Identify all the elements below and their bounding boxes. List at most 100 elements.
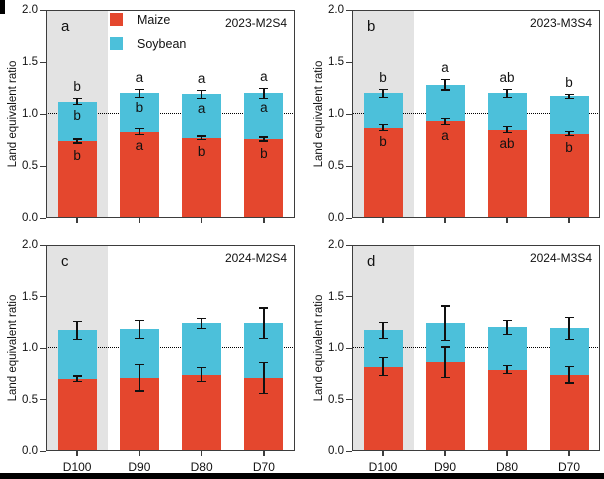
sig-letter: a [135,69,144,85]
y-tick-label: 1.5 [22,56,38,68]
maize-error-bar [382,124,384,131]
sig-letter: b [197,144,206,160]
soybean-bar [363,93,403,128]
maize-error-bar [138,128,141,135]
reference-line [352,113,600,114]
sig-letter: a [260,68,268,84]
maize-error-bar [568,131,570,136]
maize-error-bar-cap [378,129,388,132]
maize-error-bar-cap [378,123,388,126]
x-tick-label: D100 [368,460,398,474]
y-tick-label: 0.0 [328,445,344,457]
maize-error-bar-cap [197,135,207,137]
total-error-bar-cap [564,97,574,99]
y-tick-label: 1.5 [22,290,38,303]
y-tick-label: 1.0 [328,108,344,120]
maize-error-bar [568,366,570,383]
sig-letter: b [73,147,81,163]
maize-bar [487,369,527,451]
x-tick-label: D100 [62,460,92,474]
total-error-bar-cap [259,307,269,309]
y-axis-tick [346,244,352,246]
panel-letter: a [61,18,70,35]
x-axis-tick [506,218,508,223]
maize-error-bar-cap [259,392,269,394]
panel-title: 2023-M3S4 [529,16,592,30]
soybean-bar [549,96,589,134]
y-tick-label: 1.0 [328,342,344,354]
legend-label: Maize [137,13,171,27]
x-axis-tick [263,451,265,456]
sig-letter: a [197,70,206,86]
x-axis-tick [444,451,446,456]
y-axis-tick [40,347,46,349]
maize-error-bar [138,364,141,392]
maize-error-bar-cap [72,138,82,140]
total-error-bar [506,320,508,335]
maize-bar [363,127,403,218]
x-axis-tick [568,451,570,456]
maize-error-bar-cap [440,346,450,348]
total-error-bar-cap [134,88,144,90]
legend-swatch-soybean-icon [110,37,123,50]
panel-letter: c [61,253,69,270]
panel-title: 2024-M3S4 [529,251,592,265]
maize-error-bar-cap [378,356,388,359]
x-tick-label: D90 [433,460,456,474]
maize-error-bar [200,367,203,382]
maize-error-bar [382,357,384,376]
y-tick-label: 0.5 [22,160,38,172]
sig-letter: b [260,145,268,161]
y-axis-tick [40,9,46,11]
maize-error-bar-cap [502,372,512,375]
y-axis-tick [346,296,352,298]
sig-letter: b [73,78,81,94]
total-error-bar-cap [134,96,144,98]
y-axis-tick [346,217,352,219]
maize-error-bar-cap [72,375,82,377]
y-tick-label: 1.5 [328,290,344,303]
total-error-bar [382,89,384,98]
maize-error-bar-cap [197,381,207,383]
y-tick-label: 2.0 [328,4,344,16]
legend-label: Soybean [137,37,187,51]
y-axis-tick [40,450,46,452]
total-error-bar-cap [440,89,450,91]
sig-letter: b [379,134,387,150]
sig-letter: a [441,127,449,143]
y-axis-label: Land equivalent ratio [313,60,325,168]
x-tick-label: D80 [190,460,213,474]
maize-bar [487,129,527,218]
y-axis-label: Land equivalent ratio [7,294,19,402]
total-error-bar-cap [502,319,512,321]
y-axis-tick [346,450,352,452]
total-error-bar-cap [564,338,574,341]
maize-error-bar-cap [72,142,82,144]
total-error-bar-cap [564,316,574,318]
x-tick-label: D70 [252,460,275,474]
y-axis-tick [40,113,46,115]
panel-letter: d [367,253,376,270]
maize-bar [182,374,222,451]
panel-title: 2024-M2S4 [224,251,287,265]
total-error-bar-cap [502,333,512,336]
y-axis-tick [40,61,46,63]
x-axis-tick [382,451,384,456]
y-axis-tick [40,165,46,167]
soybean-bar [182,323,222,375]
maize-error-bar-cap [440,117,450,119]
total-error-bar [263,88,265,99]
total-error-bar [444,79,446,91]
maize-error-bar-cap [134,128,144,130]
x-axis-tick [568,218,570,223]
total-error-bar-cap [197,97,207,99]
y-tick-label: 0.0 [328,212,344,224]
soybean-bar [57,101,97,142]
total-error-bar-cap [197,327,207,329]
maize-bar [549,374,589,451]
maize-error-bar-cap [259,361,269,364]
soybean-bar [119,93,159,132]
x-axis-tick [76,218,78,223]
maize-error-bar-cap [564,131,574,133]
total-error-bar-cap [378,88,388,90]
